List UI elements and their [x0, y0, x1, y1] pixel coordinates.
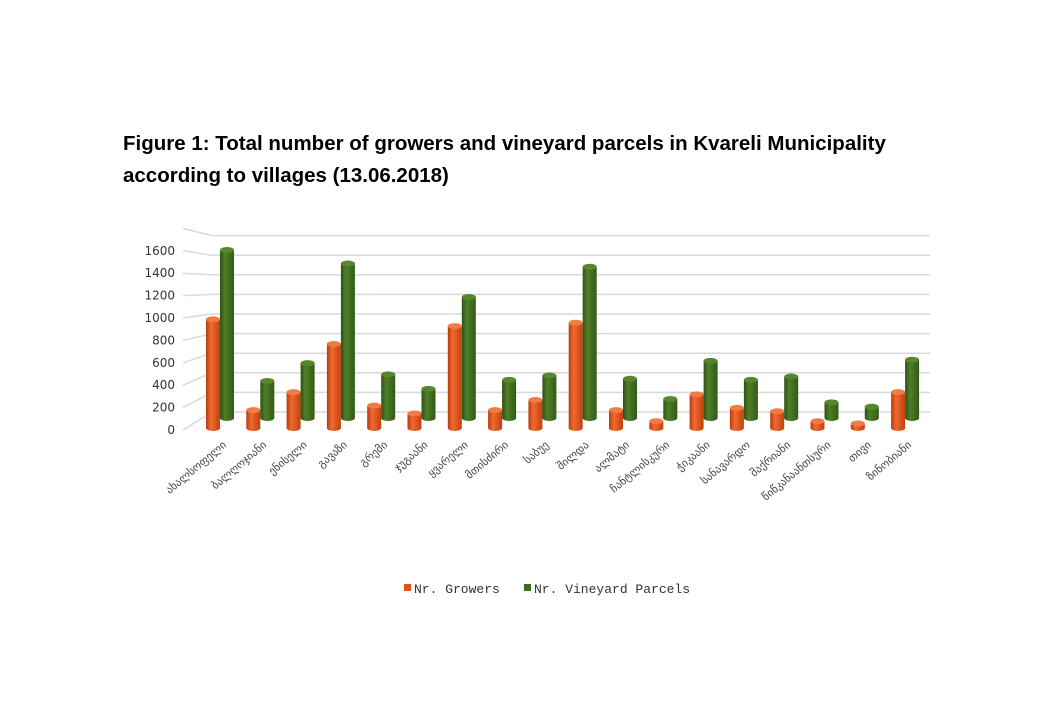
grower-bar — [528, 397, 543, 431]
grower-bar — [447, 323, 462, 431]
grower-bar — [649, 418, 664, 431]
y-tick-label: 1200 — [144, 289, 175, 303]
grower-bar — [286, 389, 301, 431]
x-tick-label: მთისძირი — [463, 438, 511, 482]
parcel-bar — [542, 372, 557, 421]
y-tick-label: 1600 — [144, 244, 175, 258]
grower-bar — [689, 391, 704, 431]
y-tick-label: 400 — [152, 378, 175, 392]
parcel-bar — [743, 376, 758, 421]
gridline-diagonal — [182, 313, 213, 319]
x-tick-label: გავაზი — [315, 438, 350, 470]
y-tick-label: 1400 — [144, 266, 175, 280]
x-tick-label: ზინობიანი — [864, 438, 914, 483]
grower-bar — [246, 407, 261, 431]
grower-bar — [770, 408, 785, 431]
y-tick-label: 0 — [167, 423, 175, 437]
parcel-bar — [582, 263, 597, 421]
legend-swatch — [404, 584, 411, 591]
parcel-bar — [220, 247, 234, 421]
grower-bar — [488, 407, 503, 431]
x-tick-label: გრემი — [357, 438, 390, 469]
parcel-bar — [340, 260, 355, 421]
x-tick-label: ენისელი — [266, 438, 310, 478]
gridline-diagonal — [182, 272, 213, 276]
legend: Nr. Growers Nr. Vineyard Parcels — [404, 582, 690, 597]
y-tick-label: 200 — [152, 401, 175, 415]
grower-bar — [407, 410, 422, 431]
parcel-bar — [421, 385, 436, 421]
parcel-bar — [260, 378, 275, 421]
legend-swatch — [524, 584, 531, 591]
grower-bar — [326, 341, 341, 431]
parcel-bar — [623, 375, 637, 421]
x-tick-label: შილდა — [554, 438, 592, 472]
legend-label: Nr. Vineyard Parcels — [534, 582, 690, 597]
legend-label: Nr. Growers — [414, 582, 500, 597]
x-tick-label: საბუე — [521, 438, 551, 466]
x-tick-label: წიწკანაანთსური — [759, 438, 833, 503]
chart-title: Figure 1: Total number of growers and vi… — [123, 132, 886, 187]
x-tick-label: თივი — [846, 438, 874, 465]
parcel-bar — [864, 403, 879, 421]
parcel-bar — [300, 360, 315, 421]
grower-bar — [568, 319, 583, 431]
parcel-bar — [905, 356, 920, 421]
parcel-bar — [663, 395, 678, 421]
parcel-bar — [784, 373, 799, 421]
grower-bar — [367, 402, 382, 431]
y-tick-label: 800 — [152, 333, 175, 347]
parcel-bar — [824, 399, 839, 421]
grower-bar — [850, 420, 865, 431]
gridline-diagonal — [182, 227, 213, 237]
gridline-diagonal — [182, 250, 213, 256]
grower-bar — [206, 316, 220, 431]
grower-bar — [729, 404, 744, 431]
parcel-bar — [461, 294, 476, 421]
y-tick-label: 600 — [152, 356, 175, 370]
grower-bar — [891, 389, 906, 431]
gridline-diagonal — [182, 293, 213, 297]
x-tick-label: ჭიკაანი — [674, 438, 713, 474]
x-tick-label: ჯუგაანი — [392, 438, 431, 474]
grower-bar — [810, 418, 825, 431]
parcel-bar — [381, 371, 396, 421]
grower-bar — [609, 407, 623, 431]
parcel-bar — [703, 357, 718, 421]
y-tick-label: 1000 — [144, 311, 175, 325]
parcel-bar — [502, 376, 517, 421]
